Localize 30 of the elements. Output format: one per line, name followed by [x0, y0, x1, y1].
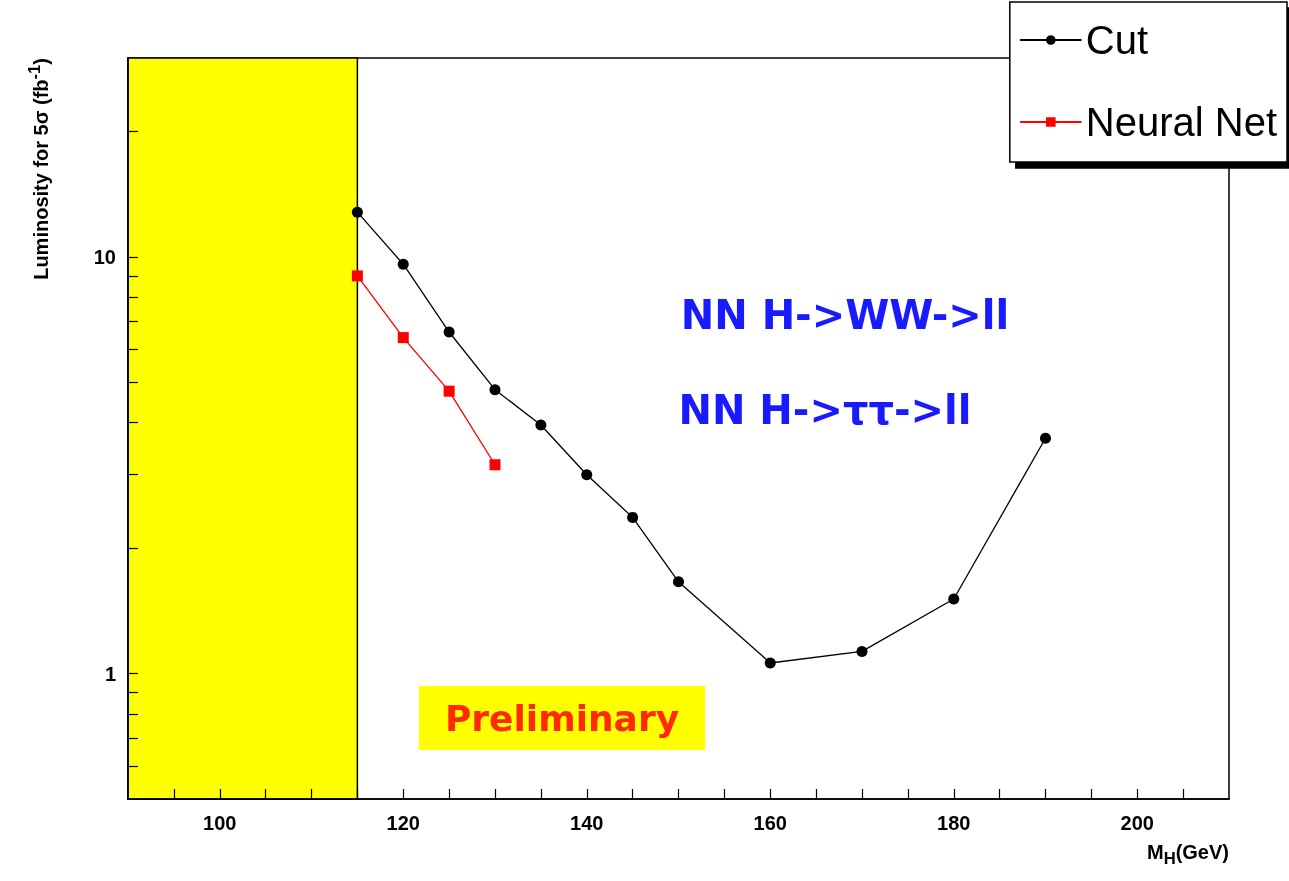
point: [764, 657, 776, 669]
point: [627, 511, 639, 523]
point: [351, 206, 363, 218]
x-tick-label: 160: [753, 812, 787, 834]
point: [397, 332, 409, 344]
y-tick-label: 10: [93, 245, 116, 268]
point: [397, 258, 409, 270]
point: [443, 385, 455, 397]
point: [443, 326, 455, 338]
point: [581, 469, 593, 481]
point: [1040, 432, 1051, 444]
point: [489, 459, 501, 471]
y-tick-label: 1: [104, 662, 116, 685]
point: [535, 419, 547, 431]
legend-label: Cut: [1085, 18, 1149, 62]
point: [948, 593, 960, 605]
point: [489, 384, 501, 396]
annotation: Preliminary: [444, 697, 680, 739]
x-axis-title: M$_{H}$(GeV): [1146, 841, 1229, 869]
point: [856, 645, 868, 657]
annotation: NN H->WW->ll: [680, 292, 1010, 338]
point: [673, 576, 684, 588]
legend-label: Neural Net: [1085, 100, 1278, 144]
point: [351, 270, 363, 282]
x-tick-label: 100: [203, 812, 237, 834]
x-tick-label: 200: [1120, 812, 1154, 834]
x-tick-label: 120: [386, 812, 420, 834]
x-tick-label: 180: [937, 812, 971, 834]
annotation: NN H->ττ->ll: [678, 387, 972, 433]
x-tick-label: 140: [570, 812, 604, 834]
